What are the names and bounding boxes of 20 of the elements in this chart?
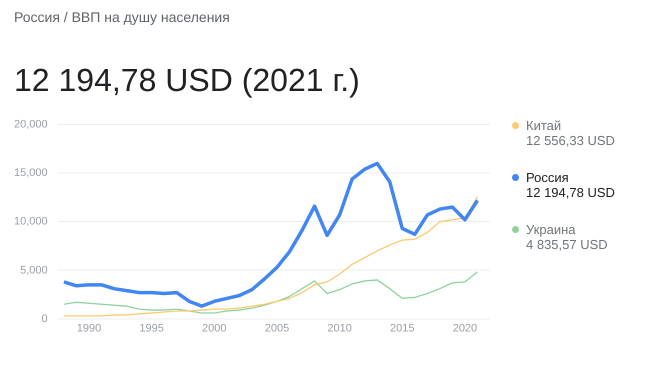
legend-label: Украина [526,222,576,237]
x-tick-label: 1995 [139,322,164,334]
x-tick-label: 2000 [202,322,227,334]
x-tick-label: 2005 [264,322,290,334]
x-tick-label: 2015 [390,322,415,334]
y-tick-label: 10,000 [14,216,48,228]
legend-label: Россия [526,170,570,185]
y-tick-label: 20,000 [14,118,48,131]
text: 4 835,57 USD [526,237,609,252]
y-tick-label: 5,000 [20,264,48,276]
y-tick-label: 15,000 [14,167,48,180]
legend-label: Китай [526,118,562,133]
chart-subtitle: Россия / ВВП на душу населения [14,9,230,25]
chart-title: 12 194,78 USD (2021 г.) [14,62,360,99]
text: 12 556,33 USD [526,133,615,148]
x-tick-label: 2010 [327,322,352,334]
text: 12 194,78 USD [526,185,615,200]
y-tick-label: 0 [42,312,48,325]
x-tick-label: 2020 [452,322,478,334]
x-tick-label: 1990 [76,322,102,334]
